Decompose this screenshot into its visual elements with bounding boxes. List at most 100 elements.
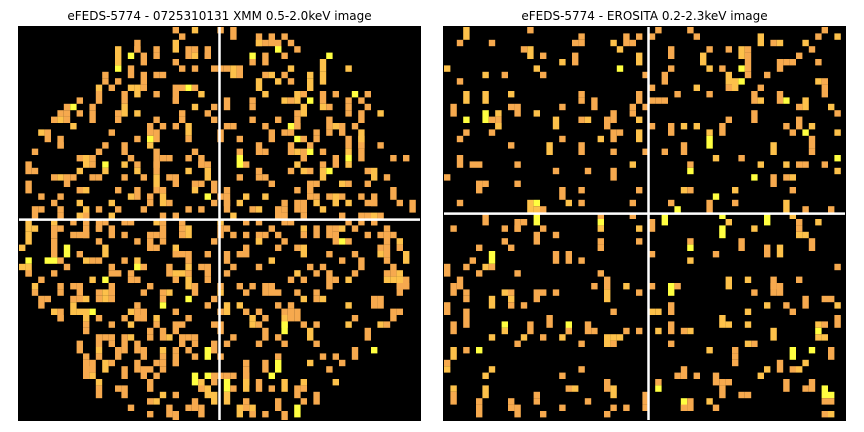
count-pixel bbox=[255, 142, 263, 155]
count-pixel bbox=[488, 295, 496, 309]
count-pixel bbox=[463, 27, 470, 40]
count-pixel bbox=[476, 398, 483, 405]
count-pixel bbox=[95, 84, 103, 91]
count-pixel bbox=[63, 174, 71, 187]
count-pixel bbox=[476, 270, 483, 277]
count-pixel bbox=[255, 219, 263, 226]
count-pixel bbox=[204, 251, 211, 258]
count-pixel bbox=[172, 411, 179, 420]
count-pixel bbox=[796, 219, 803, 226]
count-pixel bbox=[134, 110, 141, 117]
count-pixel bbox=[191, 65, 199, 72]
count-pixel bbox=[159, 187, 167, 194]
count-pixel bbox=[725, 71, 732, 85]
count-pixel bbox=[95, 91, 103, 104]
count-pixel bbox=[396, 289, 403, 296]
count-pixel bbox=[821, 398, 828, 405]
count-pixel bbox=[700, 52, 707, 66]
count-pixel bbox=[287, 302, 295, 309]
count-pixel bbox=[508, 302, 515, 309]
count-pixel bbox=[115, 46, 122, 59]
count-pixel bbox=[153, 315, 160, 322]
count-pixel bbox=[83, 257, 90, 264]
count-pixel bbox=[514, 225, 521, 232]
count-pixel bbox=[185, 347, 192, 354]
count-pixel bbox=[127, 308, 135, 315]
count-pixel bbox=[198, 404, 205, 418]
count-pixel bbox=[198, 385, 205, 392]
count-pixel bbox=[262, 411, 269, 418]
count-pixel bbox=[668, 123, 675, 136]
count-pixel bbox=[501, 321, 508, 328]
count-pixel bbox=[604, 276, 611, 290]
count-pixel bbox=[172, 308, 179, 315]
count-pixel bbox=[300, 398, 307, 405]
count-pixel bbox=[185, 315, 192, 322]
count-pixel bbox=[789, 308, 796, 315]
count-pixel bbox=[127, 155, 135, 162]
count-pixel bbox=[230, 334, 237, 341]
count-pixel bbox=[725, 84, 732, 91]
count-pixel bbox=[757, 97, 764, 104]
count-pixel bbox=[236, 148, 243, 155]
count-pixel bbox=[332, 91, 339, 98]
count-pixel bbox=[121, 174, 128, 181]
count-pixel bbox=[230, 65, 237, 79]
count-pixel bbox=[211, 103, 218, 111]
count-pixel bbox=[108, 212, 115, 219]
count-pixel bbox=[719, 212, 726, 219]
count-pixel bbox=[236, 302, 243, 309]
count-pixel bbox=[783, 199, 790, 213]
count-pixel bbox=[102, 161, 109, 168]
count-pixel bbox=[140, 174, 147, 181]
count-pixel bbox=[789, 59, 796, 66]
count-pixel bbox=[307, 359, 314, 367]
count-pixel bbox=[383, 174, 391, 181]
count-pixel bbox=[25, 180, 32, 194]
count-pixel bbox=[815, 321, 822, 328]
count-pixel bbox=[95, 347, 103, 354]
count-pixel bbox=[211, 391, 218, 405]
count-pixel bbox=[642, 148, 649, 155]
count-pixel bbox=[172, 391, 179, 399]
count-pixel bbox=[223, 391, 231, 405]
count-pixel bbox=[636, 91, 643, 104]
count-pixel bbox=[597, 225, 604, 232]
count-pixel bbox=[31, 289, 39, 296]
count-pixel bbox=[738, 155, 745, 162]
count-pixel bbox=[616, 46, 624, 53]
count-pixel bbox=[204, 385, 211, 399]
count-pixel bbox=[243, 404, 250, 411]
count-pixel bbox=[25, 231, 32, 245]
count-pixel bbox=[275, 244, 282, 251]
count-pixel bbox=[134, 302, 141, 309]
count-pixel bbox=[815, 33, 822, 40]
count-pixel bbox=[121, 103, 128, 117]
count-pixel bbox=[108, 334, 115, 341]
count-pixel bbox=[783, 123, 790, 130]
count-pixel bbox=[744, 308, 752, 315]
count-pixel bbox=[687, 187, 694, 194]
count-pixel bbox=[584, 398, 592, 405]
count-pixel bbox=[76, 110, 83, 117]
count-pixel bbox=[223, 65, 231, 72]
count-pixel bbox=[57, 116, 64, 123]
count-pixel bbox=[95, 238, 103, 245]
count-pixel bbox=[508, 91, 515, 98]
count-pixel bbox=[332, 199, 339, 207]
count-pixel bbox=[140, 289, 147, 296]
count-pixel bbox=[597, 238, 604, 245]
count-pixel bbox=[294, 110, 301, 117]
count-pixel bbox=[108, 225, 115, 239]
count-pixel bbox=[262, 231, 269, 239]
count-pixel bbox=[514, 404, 521, 411]
count-pixel bbox=[159, 225, 167, 239]
count-pixel bbox=[796, 231, 803, 239]
count-pixel bbox=[211, 321, 218, 328]
count-pixel bbox=[680, 123, 688, 130]
count-pixel bbox=[255, 167, 263, 175]
count-pixel bbox=[390, 263, 397, 277]
count-pixel bbox=[706, 199, 713, 213]
count-pixel bbox=[476, 244, 483, 251]
count-pixel bbox=[51, 116, 58, 123]
